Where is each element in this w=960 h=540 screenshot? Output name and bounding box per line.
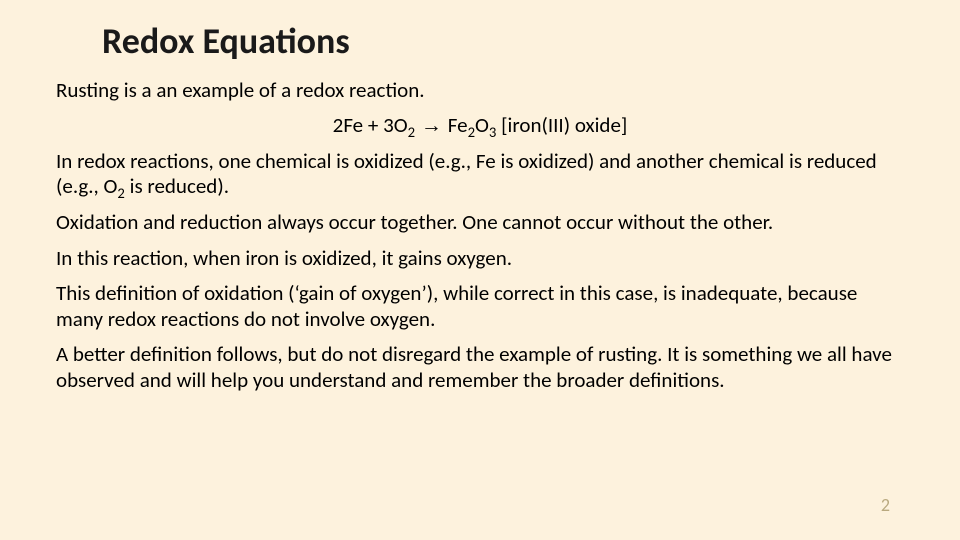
chemical-equation: 2Fe + 3O2 → Fe2O3 [iron(III) oxide] [56, 113, 904, 139]
eq-arrow: → [415, 114, 448, 137]
eq-lhs-2-base: 3O [383, 112, 408, 138]
eq-lhs-1: 2Fe [333, 112, 363, 138]
eq-rhs-base-2: O [475, 112, 489, 138]
eq-lhs-2-sub: 2 [408, 123, 415, 141]
eq-plus: + [363, 112, 383, 138]
paragraph-intro: Rusting is a an example of a redox react… [56, 78, 904, 104]
paragraph-redox-definition: In redox reactions, one chemical is oxid… [56, 149, 904, 200]
eq-annotation: [iron(III) oxide] [496, 112, 627, 138]
paragraph-together: Oxidation and reduction always occur tog… [56, 210, 904, 236]
slide-body: Rusting is a an example of a redox react… [56, 78, 904, 394]
page-number: 2 [881, 494, 890, 516]
p2-part-b: is reduced). [125, 173, 229, 199]
p2-sub: 2 [117, 185, 124, 203]
paragraph-definition-inadequate: This definition of oxidation (‘gain of o… [56, 281, 904, 332]
slide-container: Redox Equations Rusting is a an example … [0, 0, 960, 540]
paragraph-iron-gains-oxygen: In this reaction, when iron is oxidized,… [56, 246, 904, 272]
eq-rhs-base-1: Fe [448, 112, 468, 138]
paragraph-better-definition: A better definition follows, but do not … [56, 342, 904, 393]
slide-title: Redox Equations [102, 22, 904, 62]
eq-rhs-sub-1: 2 [468, 123, 475, 141]
